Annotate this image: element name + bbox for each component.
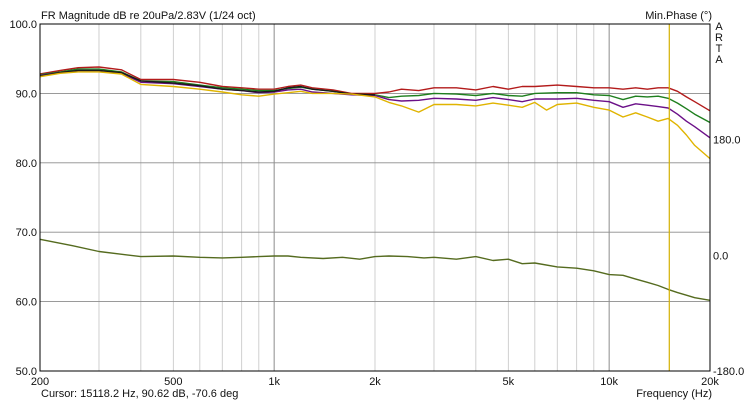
y-tick-label: 100.0	[9, 19, 37, 31]
brand-letter: A	[715, 54, 723, 66]
phase-axis-title: Min.Phase (°)	[645, 10, 712, 22]
y-tick-label: 70.0	[16, 227, 37, 239]
y2-tick-label: 180.0	[713, 135, 741, 147]
x-tick-label: 2k	[369, 376, 381, 388]
series-layer	[39, 66, 711, 301]
series-line-0	[39, 66, 711, 112]
y-tick-label: 60.0	[16, 297, 37, 309]
brand-letter: R	[715, 32, 723, 44]
series-line-1	[39, 68, 711, 124]
series-line-5	[39, 238, 711, 301]
x-axis-title: Frequency (Hz)	[636, 388, 712, 400]
x-tick-label: 20k	[701, 376, 719, 388]
y2-tick-label: -180.0	[713, 366, 744, 378]
cursor-readout: Cursor: 15118.2 Hz, 90.62 dB, -70.6 deg	[41, 388, 239, 400]
arta-logo: A R T A	[712, 22, 726, 66]
x-tick-label: 1k	[268, 376, 280, 388]
brand-letter: T	[715, 43, 723, 55]
x-tick-label: 5k	[502, 376, 514, 388]
plot-border	[39, 23, 711, 372]
chart-title: FR Magnitude dB re 20uPa/2.83V (1/24 oct…	[41, 10, 256, 22]
y-tick-label: 50.0	[16, 366, 37, 378]
x-tick-label: 500	[164, 376, 182, 388]
tick-labels: 200 500 1k 2k 5k 10k 20k 50.0 60.0 70.0 80.0 90.0 10…	[9, 19, 744, 388]
plot-frame	[39, 23, 711, 372]
series-line-4	[39, 71, 711, 160]
x-tick-label: 200	[31, 376, 49, 388]
grid-layer	[40, 24, 710, 371]
y-tick-label: 80.0	[16, 158, 37, 170]
y2-tick-label: 0.0	[713, 250, 728, 262]
y-tick-label: 90.0	[16, 88, 37, 100]
x-tick-label: 10k	[600, 376, 618, 388]
series-line-3	[39, 69, 376, 96]
brand-letter: A	[715, 21, 723, 33]
